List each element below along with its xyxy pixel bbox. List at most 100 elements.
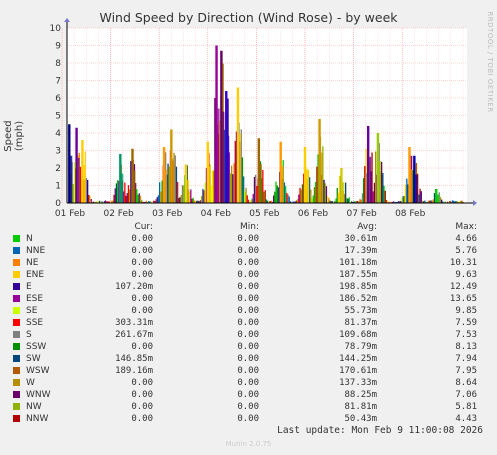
legend-row: NE 0.00 0.00 101.18m 10.31 bbox=[0, 257, 497, 269]
series-max: 5.81 bbox=[455, 402, 477, 412]
series-avg: 186.52m bbox=[339, 294, 377, 304]
area-bar bbox=[252, 194, 254, 203]
area-bar bbox=[270, 200, 272, 203]
area-bar bbox=[268, 201, 270, 203]
area-bar bbox=[397, 201, 400, 203]
area-bar bbox=[425, 201, 427, 203]
series-avg: 17.39m bbox=[344, 246, 377, 256]
area-bar bbox=[441, 199, 443, 203]
peak-bar bbox=[366, 126, 370, 203]
area-bar bbox=[138, 193, 140, 203]
area-bar bbox=[402, 196, 404, 203]
area-bar bbox=[292, 201, 294, 203]
area-bar bbox=[105, 200, 107, 203]
series-max: 4.66 bbox=[455, 234, 477, 244]
area-bar bbox=[450, 201, 452, 203]
series-cur: 0.00 bbox=[131, 234, 153, 244]
area-bar bbox=[358, 201, 360, 203]
area-bar bbox=[372, 191, 374, 203]
area-bar bbox=[276, 185, 278, 203]
area-bar bbox=[423, 201, 425, 203]
area-bar bbox=[421, 200, 424, 203]
area-bar bbox=[315, 182, 317, 203]
peak-bar bbox=[413, 155, 416, 203]
x-tick-label: 06 Feb bbox=[298, 209, 329, 219]
area-bar bbox=[346, 198, 348, 203]
legend-swatch bbox=[13, 403, 20, 410]
x-tick-label: 02 Feb bbox=[103, 209, 134, 219]
area-bar bbox=[330, 201, 332, 203]
peak-bar bbox=[220, 50, 223, 203]
series-max: 7.59 bbox=[455, 318, 477, 328]
col-avg-header: Avg: bbox=[357, 222, 377, 232]
series-avg: 30.61m bbox=[344, 234, 377, 244]
area-bar bbox=[202, 188, 204, 203]
area-bar bbox=[183, 185, 185, 203]
area-bar bbox=[189, 191, 191, 203]
peak-bar bbox=[257, 138, 261, 203]
legend-row: SSW 0.00 0.00 78.79m 8.13 bbox=[0, 341, 497, 353]
peak-bar bbox=[187, 179, 189, 203]
series-max: 5.76 bbox=[455, 246, 477, 256]
area-bar bbox=[309, 177, 311, 203]
area-bar bbox=[412, 170, 414, 203]
series-avg: 55.73m bbox=[344, 306, 377, 316]
legend-row: SSE 303.31m 0.00 81.37m 7.59 bbox=[0, 317, 497, 329]
area-bar bbox=[232, 174, 234, 203]
series-cur: 146.85m bbox=[115, 354, 153, 364]
series-cur: 0.00 bbox=[131, 246, 153, 256]
area-bar bbox=[174, 155, 176, 203]
legend-swatch bbox=[13, 355, 20, 362]
area-bar bbox=[250, 200, 252, 203]
legend-swatch bbox=[13, 415, 20, 422]
area-bar bbox=[73, 162, 76, 203]
series-cur: 303.31m bbox=[115, 318, 153, 328]
area-bar bbox=[275, 181, 277, 203]
area-bar bbox=[418, 194, 420, 203]
area-bar bbox=[384, 190, 386, 203]
peak-bar bbox=[119, 154, 122, 203]
legend-swatch bbox=[13, 247, 20, 254]
peak-bar bbox=[408, 147, 411, 203]
area-bar bbox=[210, 185, 212, 203]
area-bar bbox=[181, 185, 184, 203]
area-bar bbox=[203, 190, 205, 203]
area-bar bbox=[193, 200, 196, 203]
area-bar bbox=[432, 199, 434, 203]
series-max: 7.06 bbox=[455, 390, 477, 400]
series-name: E bbox=[26, 282, 32, 292]
area-bar bbox=[129, 189, 131, 203]
legend-swatch bbox=[13, 343, 20, 350]
area-bar bbox=[405, 184, 407, 203]
area-bar bbox=[393, 201, 395, 203]
area-bar bbox=[460, 200, 462, 203]
legend-swatch bbox=[13, 259, 20, 266]
peak-bar bbox=[239, 133, 241, 203]
series-max: 13.65 bbox=[449, 294, 477, 304]
peak-bar bbox=[236, 87, 240, 203]
legend-row: E 107.20m 0.00 198.85m 12.49 bbox=[0, 281, 497, 293]
area-bar bbox=[153, 200, 155, 203]
area-bar bbox=[283, 182, 286, 203]
area-bar bbox=[150, 201, 152, 203]
area-bar bbox=[390, 201, 392, 203]
legend-swatch bbox=[13, 331, 20, 338]
legend-row: SE 0.00 0.00 55.73m 9.85 bbox=[0, 305, 497, 317]
legend-row: WSW 189.16m 0.00 170.61m 7.95 bbox=[0, 365, 497, 377]
series-max: 7.95 bbox=[455, 366, 477, 376]
area-bar bbox=[336, 187, 338, 203]
area-bar bbox=[190, 189, 192, 203]
legend-row: ESE 0.00 0.00 186.52m 13.65 bbox=[0, 293, 497, 305]
area-bar bbox=[313, 187, 316, 203]
peak-bar bbox=[206, 141, 209, 203]
area-bar bbox=[101, 201, 103, 203]
area-bar bbox=[157, 195, 160, 203]
area-bar bbox=[347, 198, 349, 203]
area-bar bbox=[197, 200, 199, 203]
area-bar bbox=[351, 201, 353, 203]
area-bar bbox=[447, 201, 449, 203]
series-min: 0.00 bbox=[237, 258, 259, 268]
area-bar bbox=[156, 197, 158, 203]
area-bar bbox=[117, 180, 119, 203]
area-bar bbox=[442, 201, 444, 203]
